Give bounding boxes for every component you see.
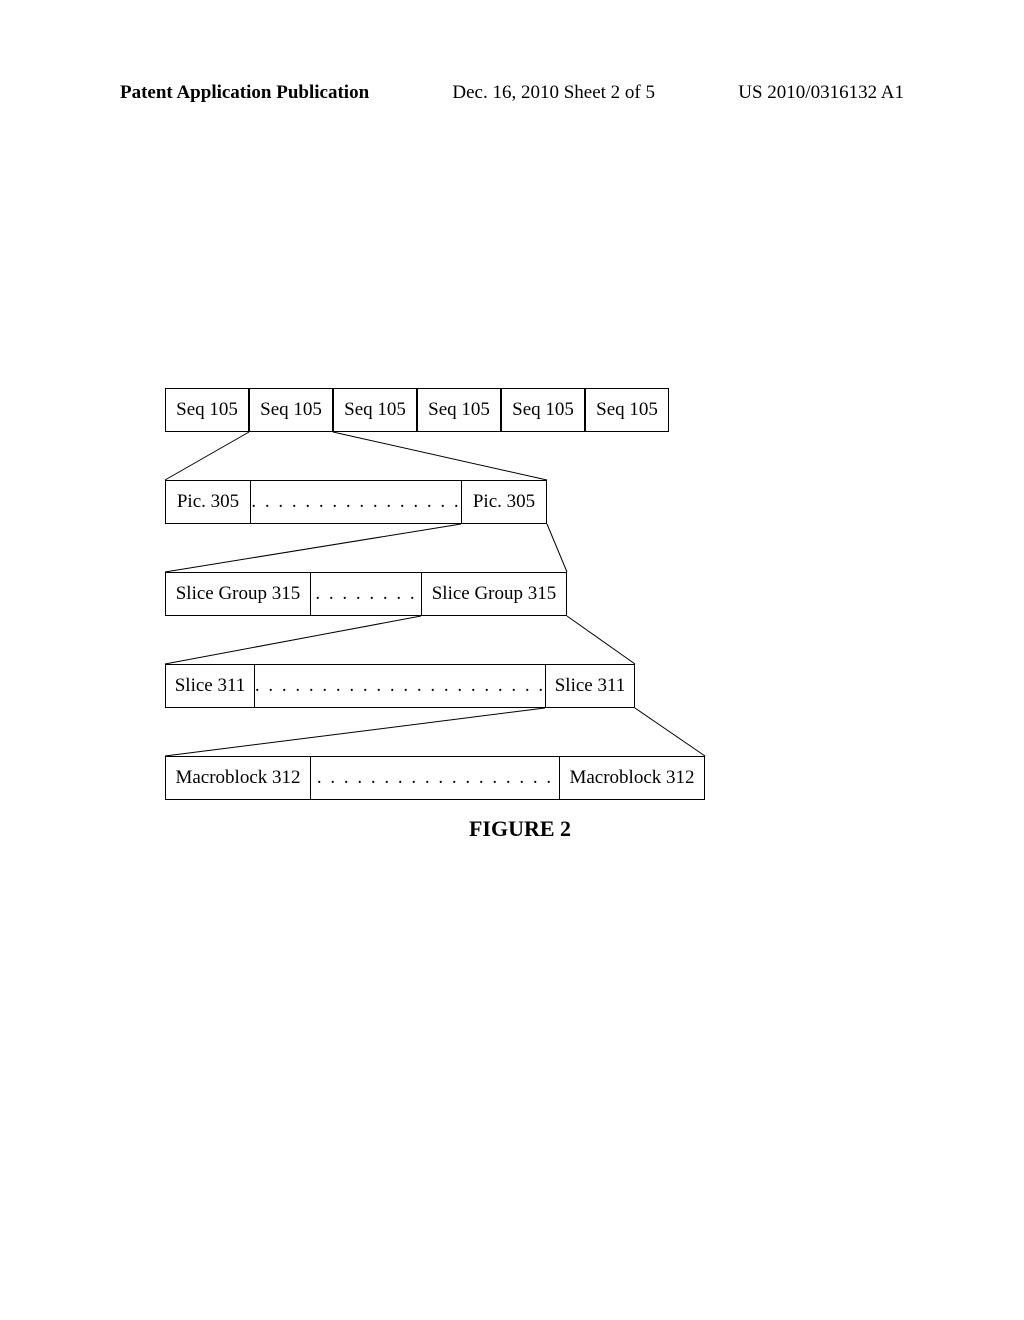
slice-cell-left: Slice 311 [165, 664, 255, 708]
seq-cell: Seq 105 [501, 388, 585, 432]
row-pic: Pic. 305 . . . . . . . . . . . . . . . .… [165, 480, 547, 524]
row-slice: Slice 311 . . . . . . . . . . . . . . . … [165, 664, 635, 708]
macroblock-cell-left: Macroblock 312 [165, 756, 311, 800]
seq-cell: Seq 105 [417, 388, 501, 432]
row-seq: Seq 105Seq 105Seq 105Seq 105Seq 105Seq 1… [165, 388, 669, 432]
header-left: Patent Application Publication [120, 82, 369, 104]
seq-cell: Seq 105 [333, 388, 417, 432]
slice-group-dots: . . . . . . . . . . . . . . [311, 572, 421, 616]
slice-group-cell-right: Slice Group 315 [421, 572, 567, 616]
slice-group-cell-left: Slice Group 315 [165, 572, 311, 616]
page-header: Patent Application Publication Dec. 16, … [120, 82, 904, 104]
figure-caption: FIGURE 2 [165, 816, 875, 842]
pic-cell-right: Pic. 305 [461, 480, 547, 524]
slice-dots: . . . . . . . . . . . . . . . . . . . . … [255, 664, 545, 708]
macroblock-dots: . . . . . . . . . . . . . . . . . . . . … [311, 756, 559, 800]
seq-cell: Seq 105 [165, 388, 249, 432]
pic-cell-left: Pic. 305 [165, 480, 251, 524]
pic-dots: . . . . . . . . . . . . . . . . . . . . … [251, 480, 461, 524]
seq-cell: Seq 105 [249, 388, 333, 432]
slice-cell-right: Slice 311 [545, 664, 635, 708]
row-slice-group: Slice Group 315 . . . . . . . . . . . . … [165, 572, 567, 616]
row-macroblock: Macroblock 312 . . . . . . . . . . . . .… [165, 756, 705, 800]
header-center: Dec. 16, 2010 Sheet 2 of 5 [452, 82, 655, 104]
seq-cell: Seq 105 [585, 388, 669, 432]
macroblock-cell-right: Macroblock 312 [559, 756, 705, 800]
header-right: US 2010/0316132 A1 [738, 82, 904, 104]
